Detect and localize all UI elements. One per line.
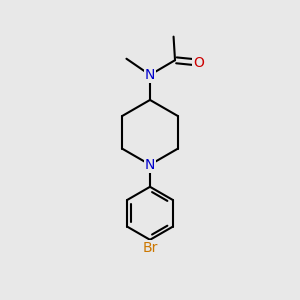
Text: Br: Br xyxy=(142,241,158,255)
Text: N: N xyxy=(145,158,155,172)
Text: N: N xyxy=(145,68,155,82)
Text: O: O xyxy=(193,56,204,70)
